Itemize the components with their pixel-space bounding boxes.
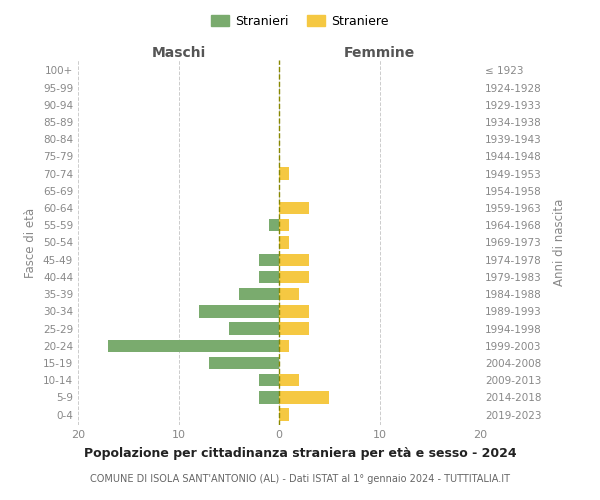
Bar [269, 219, 279, 232]
Text: COMUNE DI ISOLA SANT'ANTONIO (AL) - Dati ISTAT al 1° gennaio 2024 - TUTTITALIA.I: COMUNE DI ISOLA SANT'ANTONIO (AL) - Dati… [90, 474, 510, 484]
Bar [279, 254, 309, 266]
Bar [279, 340, 289, 352]
Bar [279, 322, 309, 335]
Bar [279, 392, 329, 404]
Bar [279, 270, 309, 283]
Bar [279, 374, 299, 386]
Y-axis label: Anni di nascita: Anni di nascita [553, 199, 566, 286]
Bar [279, 168, 289, 180]
Bar [279, 305, 309, 318]
Text: Popolazione per cittadinanza straniera per età e sesso - 2024: Popolazione per cittadinanza straniera p… [83, 448, 517, 460]
Bar [279, 202, 309, 214]
Bar [259, 392, 279, 404]
Bar [279, 219, 289, 232]
Bar [199, 305, 279, 318]
Bar [209, 357, 279, 369]
Bar [259, 270, 279, 283]
Bar [279, 236, 289, 248]
Y-axis label: Fasce di età: Fasce di età [25, 208, 37, 278]
Legend: Stranieri, Straniere: Stranieri, Straniere [208, 11, 392, 32]
Bar [239, 288, 279, 300]
Bar [259, 374, 279, 386]
Text: Maschi: Maschi [151, 46, 206, 60]
Bar [229, 322, 279, 335]
Bar [279, 288, 299, 300]
Bar [108, 340, 279, 352]
Text: Femmine: Femmine [344, 46, 415, 60]
Bar [279, 408, 289, 421]
Bar [259, 254, 279, 266]
